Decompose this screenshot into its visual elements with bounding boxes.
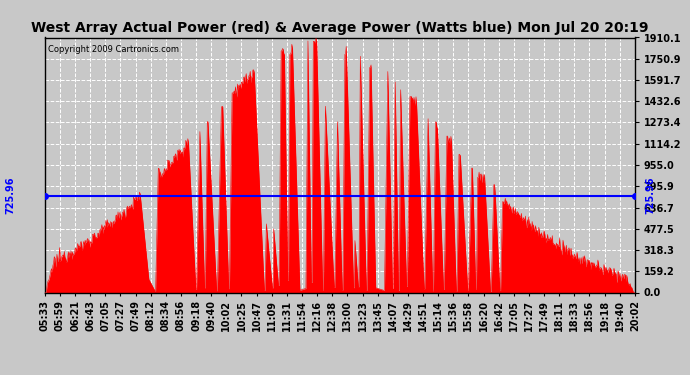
Text: 725.96: 725.96 — [6, 177, 15, 214]
Text: Copyright 2009 Cartronics.com: Copyright 2009 Cartronics.com — [48, 45, 179, 54]
Text: 725.96: 725.96 — [646, 177, 656, 214]
Title: West Array Actual Power (red) & Average Power (Watts blue) Mon Jul 20 20:19: West Array Actual Power (red) & Average … — [31, 21, 649, 35]
